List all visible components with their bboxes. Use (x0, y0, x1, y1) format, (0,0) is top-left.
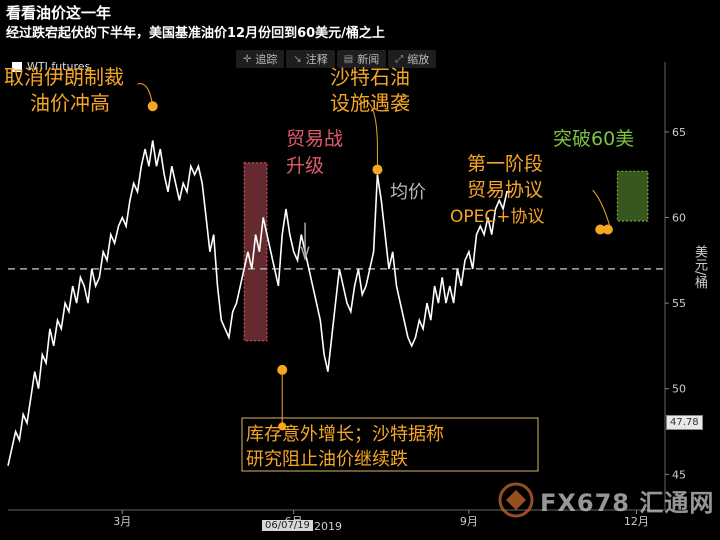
y-tick-label: 55 (672, 297, 686, 310)
crosshair-date-tag: 06/07/19 (262, 520, 313, 531)
annotate-button[interactable]: ↘ 注释 (286, 50, 335, 68)
annotation-trade-war-line1: 贸易战 (286, 128, 343, 150)
trade-war-box (243, 162, 268, 342)
move-icon: ✛ (243, 53, 252, 65)
y-tick-label: 65 (672, 126, 686, 139)
legend-label: WTI futures (27, 60, 91, 73)
annotation-iran-line1: 取消伊朗制裁 (4, 65, 124, 89)
annotation-opec: OPEC+协议 (450, 207, 545, 227)
annotation-trade-war-line2: 升级 (286, 155, 324, 177)
wti-price-line (7, 140, 511, 466)
last-price-tag: 47.78 (666, 415, 703, 430)
annotation-saudi-line2: 设施遇袭 (330, 91, 410, 115)
news-icon: ▤ (343, 53, 354, 65)
watermark-text: FX678 汇通网 (540, 488, 715, 517)
saudi-connector (365, 100, 378, 172)
inventory-marker-top (277, 364, 288, 375)
annotation-inventory-line1: 库存意外增长；沙特据称 (246, 424, 444, 445)
annotation-phase-one-line2: 贸易协议 (467, 179, 543, 201)
x-tick-label: 3月 (113, 515, 131, 528)
track-button[interactable]: ✛ 追踪 (236, 50, 285, 68)
y-axis-title: 美元/桶 (692, 245, 707, 289)
annotation-phase-one-line1: 第一阶段 (467, 153, 543, 175)
x-tick-label: 9月 (460, 515, 478, 528)
inventory-annotation-box (241, 417, 539, 472)
opec-marker (602, 224, 613, 235)
x-tick-label: 12月 (624, 515, 649, 528)
iran-marker (147, 101, 158, 112)
year-label: 2019 (314, 520, 342, 533)
y-tick-label: 50 (672, 383, 686, 396)
chart-legend[interactable]: WTI futures (12, 60, 90, 73)
breakout-box (616, 170, 649, 222)
phase-one-connector (592, 189, 611, 227)
zoom-button[interactable]: ⤢ 缩放 (388, 50, 437, 68)
watermark-logo-icon (498, 482, 534, 518)
inventory-marker-bottom (278, 422, 287, 431)
watermark: FX678 汇通网 (498, 482, 714, 518)
chart-toolbar: ✛ 追踪 ↘ 注释 ▤ 新闻 ⤢ 缩放 (236, 50, 437, 68)
annotation-iran-line2: 油价冲高 (30, 91, 110, 115)
saudi-marker (372, 164, 383, 175)
annotation-breakout: 突破60美 (553, 128, 634, 150)
annotation-inventory-line2: 研究阻止油价继续跌 (246, 449, 408, 470)
annotation-average: 均价 (390, 182, 426, 203)
chart-subtitle: 经过跌宕起伏的下半年，美国基准油价12月份回到60美元/桶之上 (6, 26, 385, 41)
annotate-icon: ↘ (293, 53, 302, 65)
legend-swatch (12, 61, 22, 72)
phase-one-marker (595, 224, 606, 235)
chart-title: 看看油价这一年 (6, 4, 112, 22)
zoom-icon: ⤢ (395, 53, 404, 65)
news-button[interactable]: ▤ 新闻 (336, 50, 387, 68)
y-tick-label: 60 (672, 212, 686, 225)
y-tick-label: 45 (672, 468, 686, 481)
average-arrow-head (300, 246, 310, 262)
annotation-saudi-line1: 沙特石油 (330, 65, 410, 89)
